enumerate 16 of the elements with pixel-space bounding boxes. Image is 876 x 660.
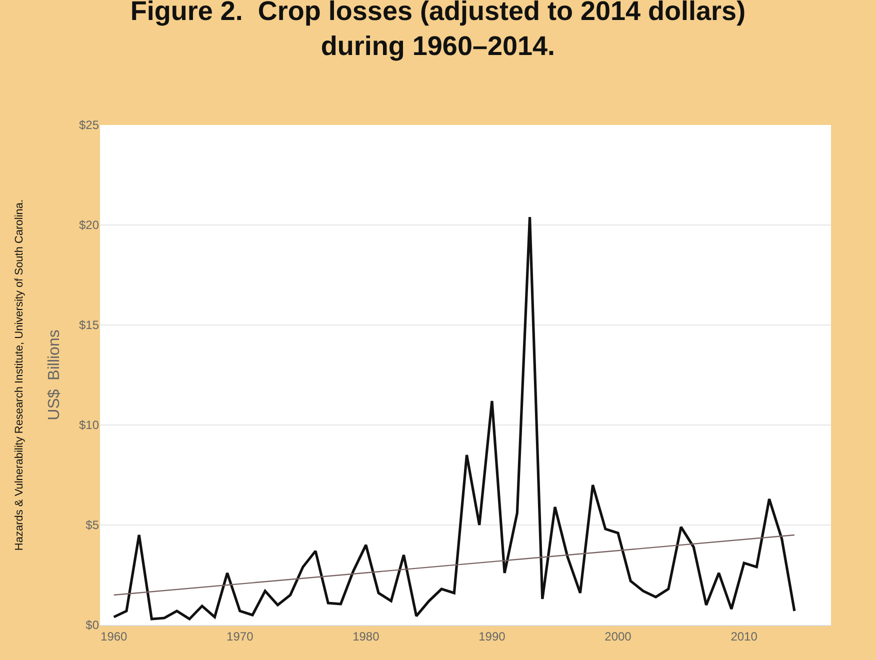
y-axis-title: US$ Billions <box>46 330 63 420</box>
x-tick-label: 1980 <box>352 629 380 644</box>
text: Hazards & Vulnerability Research Institute, University of South Carolina. <box>14 199 26 551</box>
y-tick-label: $10 <box>78 418 100 432</box>
y-tick-label: $5 <box>86 518 100 532</box>
x-tick-label: 2000 <box>604 629 632 644</box>
x-tick-label: 1970 <box>226 629 254 644</box>
x-tick-label: 1990 <box>478 629 506 644</box>
y-tick-label: $0 <box>86 618 100 632</box>
y-tick-label: $20 <box>78 218 100 232</box>
y-tick-label: $15 <box>78 318 100 332</box>
y-tick-label: $25 <box>78 118 100 132</box>
x-tick-label: 1960 <box>100 629 128 644</box>
chart-title: Figure 2. Crop losses (adjusted to 2014 dollars) during 1960–2014. <box>130 0 746 61</box>
x-tick-label: 2010 <box>730 629 758 644</box>
line-series <box>112 216 796 620</box>
